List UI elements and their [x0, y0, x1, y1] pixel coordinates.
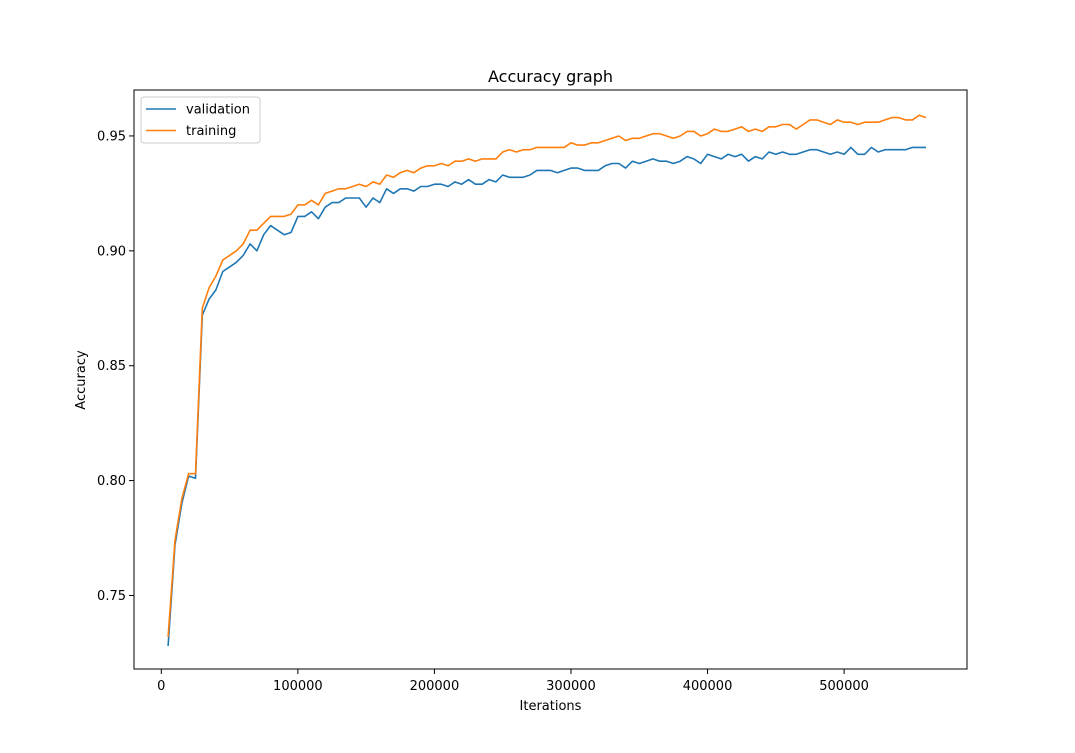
legend-label-training: training: [186, 124, 236, 139]
x-tick-label: 500000: [819, 679, 869, 694]
x-tick-label: 200000: [410, 679, 460, 694]
x-axis-label: Iterations: [520, 699, 582, 714]
y-tick-label: 0.90: [97, 244, 126, 259]
series-line-validation: [167, 146, 926, 647]
x-axis: 0 100000 200000 300000 400000 500000: [157, 669, 869, 694]
x-tick-label: 400000: [683, 679, 733, 694]
series-lines: [167, 114, 927, 647]
series-line-training: [167, 114, 927, 637]
x-tick-label: 300000: [546, 679, 596, 694]
plot-area: [133, 89, 968, 670]
x-tick-label: 0: [157, 679, 165, 694]
y-axis-label: Accuracy: [74, 350, 89, 410]
y-axis: 0.75 0.80 0.85 0.90 0.95: [97, 129, 134, 604]
y-tick-label: 0.75: [97, 589, 126, 604]
y-tick-label: 0.85: [97, 359, 126, 374]
legend-label-validation: validation: [186, 103, 250, 118]
plot-frame: [133, 89, 968, 670]
y-tick-label: 0.80: [97, 474, 126, 489]
chart-title: Accuracy graph: [488, 67, 613, 86]
y-tick-label: 0.95: [97, 129, 126, 144]
x-tick-label: 100000: [273, 679, 323, 694]
legend: validation training: [140, 96, 261, 144]
